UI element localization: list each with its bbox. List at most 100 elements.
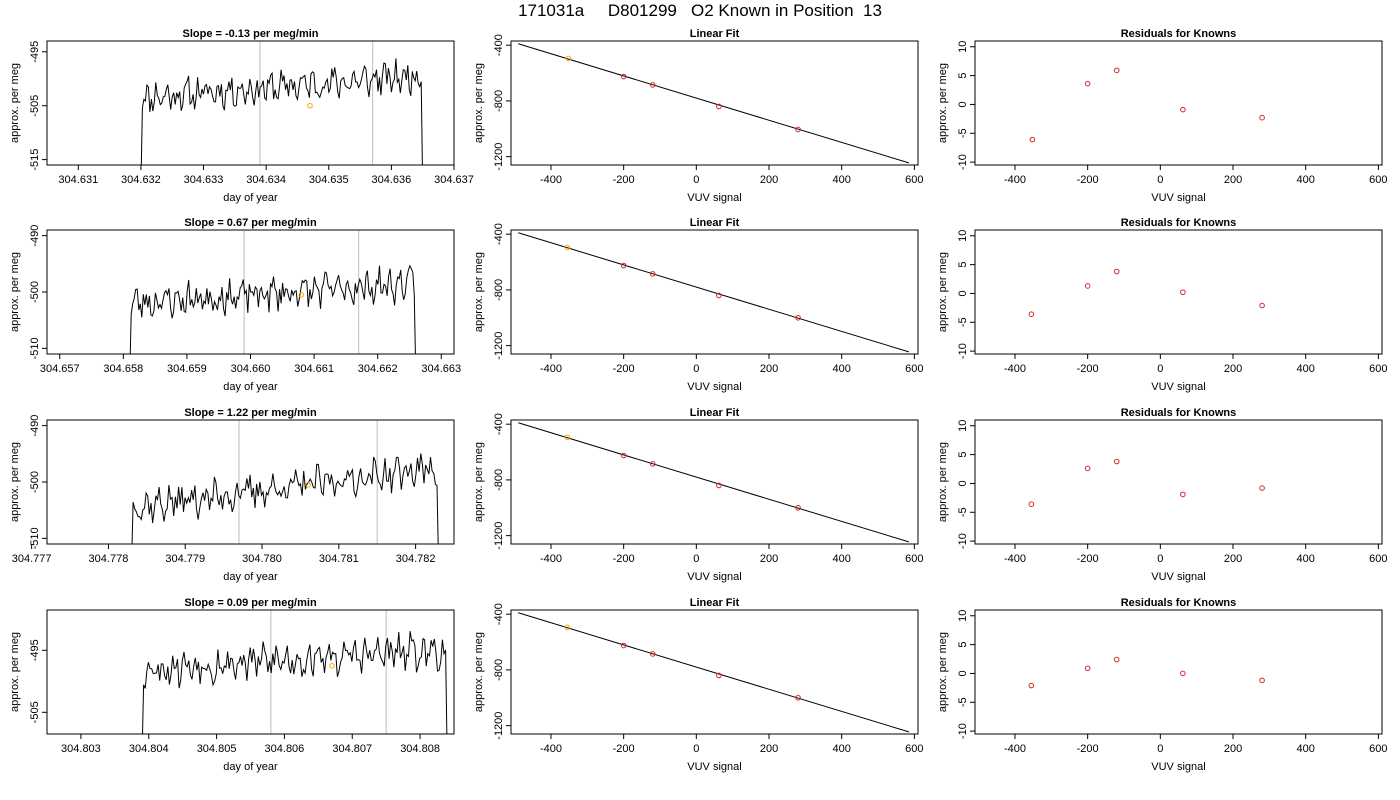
x-tick-label: 304.660 bbox=[231, 363, 271, 375]
panel-title: Slope = -0.13 per meg/min bbox=[182, 28, 318, 40]
y-tick-label: -5 bbox=[957, 507, 969, 517]
x-tick-label: 304.661 bbox=[294, 363, 334, 375]
data-point bbox=[649, 461, 656, 467]
panel-residuals-row-3: Residuals for Knowns -400 -200 0 200 400 600 10… bbox=[937, 407, 1388, 583]
x-axis-label: day of year bbox=[223, 381, 278, 393]
panel-title: Linear Fit bbox=[690, 28, 740, 40]
data-point bbox=[716, 103, 722, 110]
x-tick-label: 200 bbox=[760, 553, 778, 565]
data-point bbox=[716, 482, 722, 489]
data-point bbox=[1180, 491, 1186, 498]
data-point bbox=[1029, 136, 1036, 143]
x-tick-label: 304.808 bbox=[400, 743, 440, 755]
plot-area bbox=[518, 232, 910, 353]
x-tick-label: 0 bbox=[693, 174, 699, 186]
data-point bbox=[649, 82, 656, 88]
data-point bbox=[1113, 656, 1120, 663]
x-tick-label: 200 bbox=[760, 743, 778, 755]
trace-line bbox=[140, 58, 423, 165]
y-tick-label: -505 bbox=[29, 701, 41, 723]
y-tick-label: 5 bbox=[957, 262, 969, 268]
data-point bbox=[716, 672, 722, 679]
x-tick-label: -200 bbox=[613, 553, 635, 565]
plot-area bbox=[518, 422, 910, 543]
x-tick-label: -400 bbox=[540, 174, 562, 186]
y-axis-label: approx. per meg bbox=[937, 442, 949, 522]
data-point bbox=[1259, 302, 1265, 309]
x-tick-label: 304.781 bbox=[319, 553, 359, 565]
data-point bbox=[649, 271, 656, 277]
x-tick-label: 304.634 bbox=[246, 174, 286, 186]
y-axis-label: approx. per meg bbox=[937, 252, 949, 332]
panel-time-series-row-4: Slope = 0.09 per meg/min 304.803 304.804 30… bbox=[9, 597, 455, 773]
y-tick-label: -10 bbox=[957, 533, 969, 549]
plot-area bbox=[131, 420, 439, 544]
y-tick-label: -1200 bbox=[493, 522, 505, 550]
y-axis-label: approx. per meg bbox=[473, 442, 485, 522]
y-tick-label: -1200 bbox=[493, 712, 505, 740]
x-tick-label: 0 bbox=[1157, 553, 1163, 565]
panel-time-series-row-1: Slope = -0.13 per meg/min 304.631 304.632 3… bbox=[9, 28, 474, 204]
data-point bbox=[795, 694, 801, 701]
x-tick-label: 600 bbox=[1369, 174, 1387, 186]
trace-line bbox=[129, 264, 416, 354]
data-point bbox=[1084, 283, 1091, 289]
panel-fit-row-2: Linear Fit -400 -200 0 200 400 600 -400 -800 -120… bbox=[473, 217, 924, 393]
x-tick-label: 200 bbox=[1224, 363, 1242, 375]
y-tick-label: -505 bbox=[29, 95, 41, 117]
x-tick-label: 400 bbox=[1297, 174, 1315, 186]
y-tick-label: -400 bbox=[493, 34, 505, 56]
panel-fit-row-1: Linear Fit -400 -200 0 200 400 600 -400 -800 -120… bbox=[473, 28, 924, 204]
plot-area bbox=[129, 230, 416, 354]
panel-title: Residuals for Knowns bbox=[1121, 407, 1237, 419]
x-tick-label: 304.803 bbox=[61, 743, 101, 755]
plot-area bbox=[518, 612, 910, 733]
x-tick-label: 200 bbox=[760, 363, 778, 375]
y-tick-label: -5 bbox=[957, 128, 969, 138]
x-axis-label: day of year bbox=[223, 192, 278, 204]
x-tick-label: 0 bbox=[693, 363, 699, 375]
x-tick-label: 304.663 bbox=[421, 363, 461, 375]
data-point bbox=[564, 624, 571, 631]
sample-marker bbox=[307, 102, 313, 109]
y-axis-label: approx. per meg bbox=[473, 63, 485, 143]
panel-title: Linear Fit bbox=[690, 217, 740, 229]
x-tick-label: -200 bbox=[1077, 743, 1099, 755]
plot-frame bbox=[510, 609, 919, 735]
x-tick-label: 304.805 bbox=[197, 743, 237, 755]
y-tick-label: -400 bbox=[493, 223, 505, 245]
y-tick-label: -1200 bbox=[493, 332, 505, 360]
x-tick-label: 600 bbox=[905, 363, 923, 375]
x-tick-label: 200 bbox=[1224, 174, 1242, 186]
x-tick-label: 0 bbox=[693, 743, 699, 755]
x-tick-label: 200 bbox=[760, 174, 778, 186]
y-axis-label: approx. per meg bbox=[937, 632, 949, 712]
y-axis-label: approx. per meg bbox=[9, 252, 21, 332]
x-tick-label: 400 bbox=[833, 743, 851, 755]
y-tick-label: -1200 bbox=[493, 143, 505, 171]
y-axis-label: approx. per meg bbox=[9, 63, 21, 143]
plot-area bbox=[1028, 268, 1265, 318]
panel-title: Residuals for Knowns bbox=[1121, 597, 1237, 609]
y-tick-label: -800 bbox=[493, 469, 505, 491]
x-tick-label: 400 bbox=[833, 174, 851, 186]
x-tick-label: -400 bbox=[1004, 743, 1026, 755]
panel-time-series-row-2: Slope = 0.67 per meg/min 304.657 304.658 30… bbox=[9, 217, 461, 393]
y-tick-label: -495 bbox=[29, 41, 41, 63]
figure-title: 171031a D801299 O2 Known in Position 13 bbox=[518, 1, 882, 20]
panel-title: Residuals for Knowns bbox=[1121, 217, 1237, 229]
plot-area bbox=[1028, 458, 1265, 508]
y-tick-label: 5 bbox=[957, 73, 969, 79]
panel-residuals-row-2: Residuals for Knowns -400 -200 0 200 400 600 10… bbox=[937, 217, 1388, 393]
plot-frame bbox=[974, 419, 1383, 545]
x-axis-label: VUV signal bbox=[687, 192, 741, 204]
data-point bbox=[620, 73, 627, 80]
y-tick-label: 10 bbox=[957, 41, 969, 53]
fit-line bbox=[518, 232, 910, 353]
data-point bbox=[1113, 67, 1120, 74]
y-tick-label: 10 bbox=[957, 610, 969, 622]
plot-frame bbox=[510, 229, 919, 355]
x-tick-label: 0 bbox=[1157, 363, 1163, 375]
plot-frame bbox=[974, 40, 1383, 166]
